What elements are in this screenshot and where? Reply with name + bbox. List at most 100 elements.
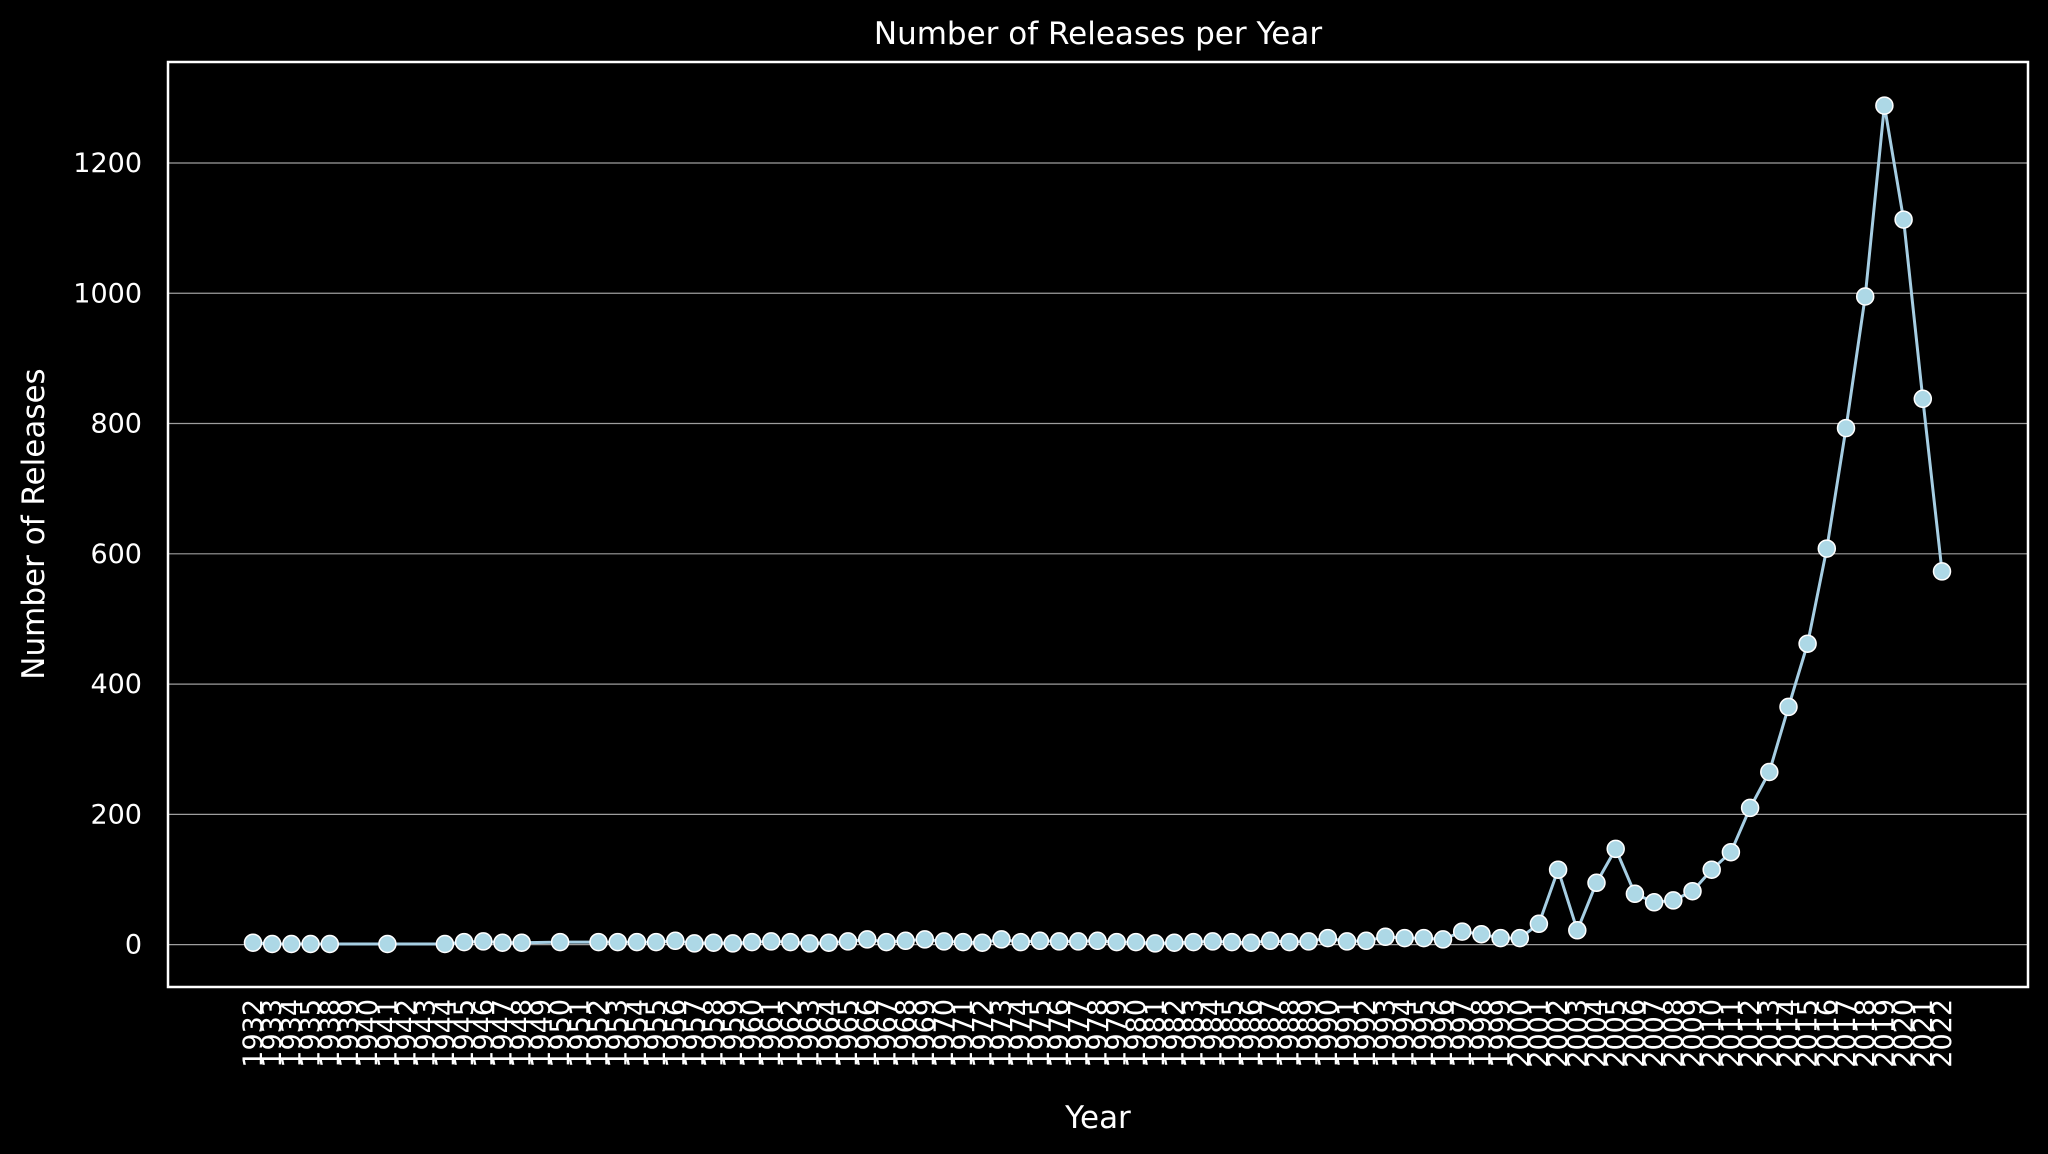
x-tick-label: 1977 (1063, 999, 1094, 1068)
data-point (1510, 928, 1530, 948)
data-point (1145, 934, 1165, 953)
data-point (992, 930, 1011, 949)
x-tick-label: 1982 (1159, 999, 1190, 1068)
y-tick-label: 600 (90, 539, 142, 570)
data-point (1817, 539, 1837, 558)
x-tick-label: 1950 (545, 999, 576, 1068)
x-tick-label: 1986 (1236, 999, 1267, 1068)
data-point (1491, 928, 1510, 948)
x-tick-label: 1957 (679, 999, 710, 1068)
x-tick-label: 1998 (1466, 999, 1497, 1068)
x-tick-label: 1956 (660, 999, 691, 1068)
data-point (262, 934, 282, 954)
x-tick-label: 1948 (507, 999, 538, 1068)
x-tick-label: 2016 (1812, 999, 1843, 1068)
data-point (1452, 922, 1472, 941)
x-tick-label: 1985 (1217, 999, 1248, 1068)
data-point (973, 933, 992, 952)
data-point (1184, 932, 1203, 952)
y-tick-label: 800 (90, 409, 142, 440)
data-point (1913, 389, 1933, 409)
x-tick-label: 2022 (1927, 999, 1958, 1068)
data-point (1568, 921, 1587, 940)
x-tick-label: 2014 (1774, 999, 1805, 1068)
data-point (723, 934, 743, 953)
x-tick-label: 2007 (1639, 999, 1670, 1068)
x-tick-label: 2018 (1850, 999, 1881, 1068)
x-tick-label: 1946 (468, 999, 499, 1068)
data-point (435, 934, 455, 954)
data-point (589, 932, 608, 952)
data-point (1664, 891, 1683, 910)
x-tick-label: 1958 (699, 999, 730, 1068)
x-tick-label: 1970 (929, 999, 960, 1068)
x-tick-label: 1961 (756, 999, 787, 1068)
x-tick-label: 1995 (1409, 999, 1440, 1068)
x-tick-label: 1975 (1025, 999, 1056, 1068)
x-tick-label: 2004 (1582, 999, 1613, 1068)
data-point (493, 933, 512, 952)
data-point (1779, 697, 1798, 717)
data-point (1587, 873, 1606, 893)
data-point (1165, 933, 1184, 952)
data-point (282, 934, 301, 954)
data-point (934, 932, 954, 951)
data-point (512, 933, 531, 952)
data-point (1318, 928, 1338, 948)
data-point (1606, 839, 1625, 859)
data-point (1260, 931, 1280, 951)
x-tick-label: 1987 (1255, 999, 1286, 1068)
x-tick-label: 1964 (814, 999, 845, 1068)
x-tick-label: 1991 (1332, 999, 1363, 1068)
grid-lines (168, 162, 2028, 946)
x-tick-label: 2006 (1620, 999, 1651, 1068)
x-tick-label: 1938 (315, 999, 346, 1068)
data-point (1088, 931, 1107, 951)
data-point (1798, 634, 1817, 653)
data-point (781, 932, 800, 952)
data-point (301, 934, 320, 954)
data-point (1875, 96, 1894, 115)
x-tick-label: 1983 (1179, 999, 1210, 1068)
x-tick-label: 1968 (891, 999, 922, 1068)
series-group (243, 96, 1952, 954)
data-point (1548, 860, 1568, 879)
y-tick-label: 200 (90, 799, 142, 830)
data-point (819, 933, 839, 952)
x-tick-label: 1953 (603, 999, 634, 1068)
data-point (1222, 932, 1242, 952)
x-tick-label: 1971 (948, 999, 979, 1068)
data-point (896, 931, 915, 951)
x-tick-label: 1972 (967, 999, 998, 1068)
y-tick-label: 0 (125, 930, 142, 961)
x-tick-label: 1942 (392, 999, 423, 1068)
data-point (953, 932, 973, 952)
data-point (1760, 762, 1779, 782)
chart-title: Number of Releases per Year (874, 16, 1322, 52)
data-point (1433, 930, 1453, 949)
data-point (742, 932, 762, 952)
data-point (1702, 860, 1721, 879)
data-point (1049, 932, 1069, 951)
x-tick-label: 1993 (1370, 999, 1401, 1068)
data-point (646, 932, 666, 952)
x-tick-label: 2017 (1831, 999, 1862, 1068)
data-point (1472, 924, 1491, 944)
data-point (1529, 914, 1549, 934)
data-point (1069, 932, 1088, 951)
x-tick-label: 1973 (987, 999, 1018, 1068)
x-tick-label: 1949 (526, 999, 557, 1068)
data-point (761, 932, 781, 951)
data-point (1337, 932, 1357, 951)
data-point (838, 932, 858, 951)
data-point (320, 934, 340, 954)
x-tick-label: 1952 (584, 999, 615, 1068)
x-tick-label: 2019 (1869, 999, 1900, 1068)
data-point (1203, 932, 1222, 951)
data-point (454, 932, 474, 952)
x-tick-label: 2015 (1793, 999, 1824, 1068)
data-point (1011, 932, 1030, 952)
x-tick-label: 1979 (1102, 999, 1133, 1068)
x-tick-label: 1943 (411, 999, 442, 1068)
